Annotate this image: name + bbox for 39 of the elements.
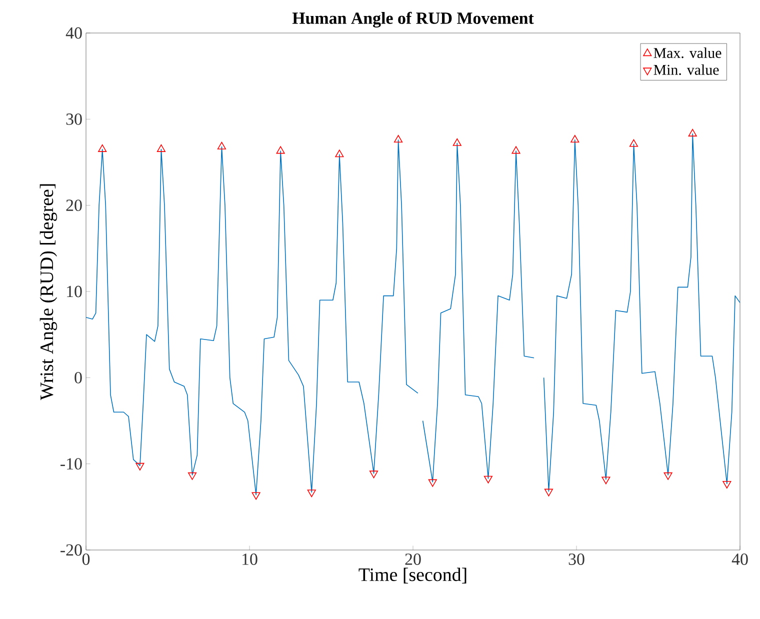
y-axis-title: Wrist Angle (RUD) [degree] xyxy=(40,184,58,400)
legend-label: Min. value xyxy=(654,64,719,75)
y-tick-label: 20 xyxy=(66,200,82,212)
point xyxy=(602,476,610,484)
point xyxy=(369,470,378,478)
x-axis-title: Time [second] xyxy=(358,568,466,584)
point xyxy=(276,146,285,154)
y-tick-label: 0 xyxy=(74,372,82,384)
y-tick-label: -10 xyxy=(60,458,82,470)
y-tick-label: 40 xyxy=(66,27,82,39)
legend-label: Max. value xyxy=(654,48,722,58)
y-tick-label: 30 xyxy=(66,113,82,125)
point xyxy=(544,488,553,496)
y-tick-label: -20 xyxy=(60,544,82,556)
point xyxy=(156,144,166,152)
point xyxy=(629,139,638,147)
x-tick-label: 0 xyxy=(82,554,90,565)
point xyxy=(664,472,672,480)
x-tick-label: 30 xyxy=(568,554,584,565)
point xyxy=(252,492,260,500)
point xyxy=(570,134,580,142)
point xyxy=(335,150,344,158)
point xyxy=(394,134,403,142)
point xyxy=(307,490,316,498)
point xyxy=(136,462,144,470)
point xyxy=(688,128,697,136)
point xyxy=(722,481,732,489)
point xyxy=(428,479,437,487)
point xyxy=(188,472,197,480)
point xyxy=(98,144,107,152)
point xyxy=(484,476,492,484)
chart-title: Human Angle of RUD Movement xyxy=(292,12,534,28)
y-tick-label: 10 xyxy=(67,286,82,298)
x-tick-label: 20 xyxy=(405,554,421,565)
x-tick-label: 40 xyxy=(732,554,748,565)
x-tick-label: 10 xyxy=(242,554,258,565)
point xyxy=(512,146,520,154)
point xyxy=(452,138,462,146)
point xyxy=(217,142,226,150)
